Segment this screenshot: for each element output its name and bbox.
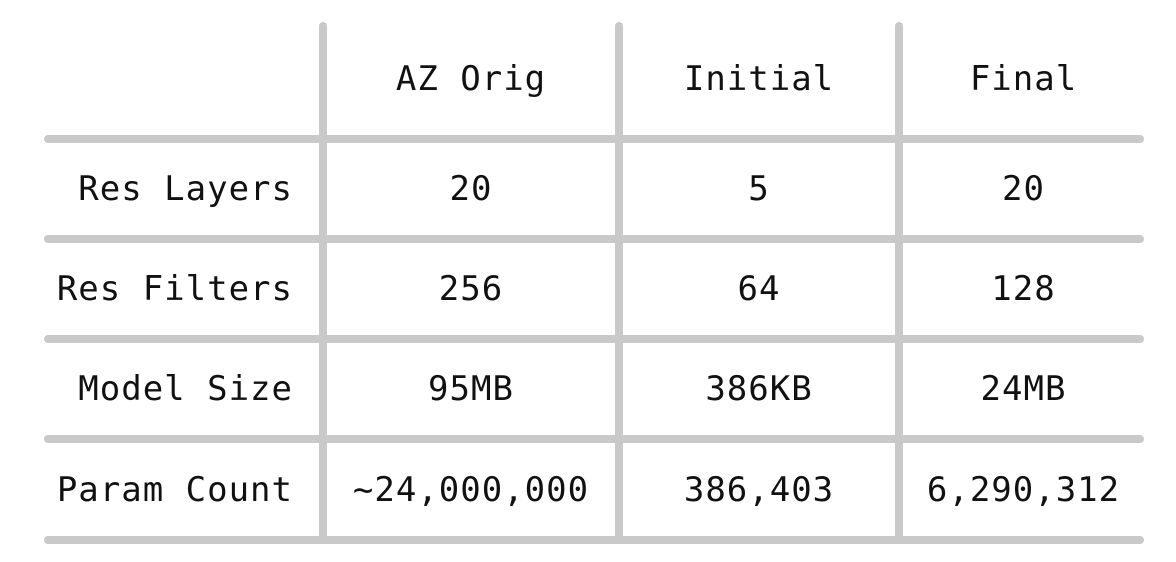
column-header-initial: Initial: [683, 58, 835, 99]
cell-res-layers-initial: 5: [748, 169, 770, 209]
column-header-final: Final: [969, 58, 1078, 99]
cell-param-count-initial: 386,403: [683, 469, 835, 510]
vertical-divider-3: [895, 22, 903, 540]
horizontal-divider-3: [44, 335, 1144, 343]
cell-res-filters-az-orig: 256: [438, 269, 504, 309]
horizontal-divider-2: [44, 235, 1144, 243]
cell-res-layers-final: 20: [1002, 169, 1045, 209]
cell-res-layers-az-orig: 20: [449, 169, 493, 209]
row-header-param-count: Param Count: [56, 469, 293, 510]
row-header-model-size: Model Size: [78, 369, 293, 409]
horizontal-divider-1: [44, 135, 1144, 143]
column-header-corner: [44, 22, 319, 135]
cell-res-filters-initial: 64: [737, 269, 781, 309]
cell-param-count-az-orig: ~24,000,000: [352, 469, 590, 510]
horizontal-divider-4: [44, 435, 1144, 443]
row-header-res-layers: Res Layers: [78, 169, 293, 209]
horizontal-divider-5: [44, 536, 1144, 544]
vertical-divider-2: [615, 22, 623, 540]
cell-model-size-az-orig: 95MB: [428, 369, 514, 409]
cell-model-size-final: 24MB: [980, 369, 1067, 409]
cell-model-size-initial: 386KB: [705, 369, 813, 409]
cell-param-count-final: 6,290,312: [926, 469, 1121, 510]
row-header-res-filters: Res Filters: [56, 269, 293, 309]
column-header-az-orig: AZ Orig: [395, 58, 547, 99]
vertical-divider-1: [319, 22, 327, 540]
cell-res-filters-final: 128: [991, 269, 1056, 309]
